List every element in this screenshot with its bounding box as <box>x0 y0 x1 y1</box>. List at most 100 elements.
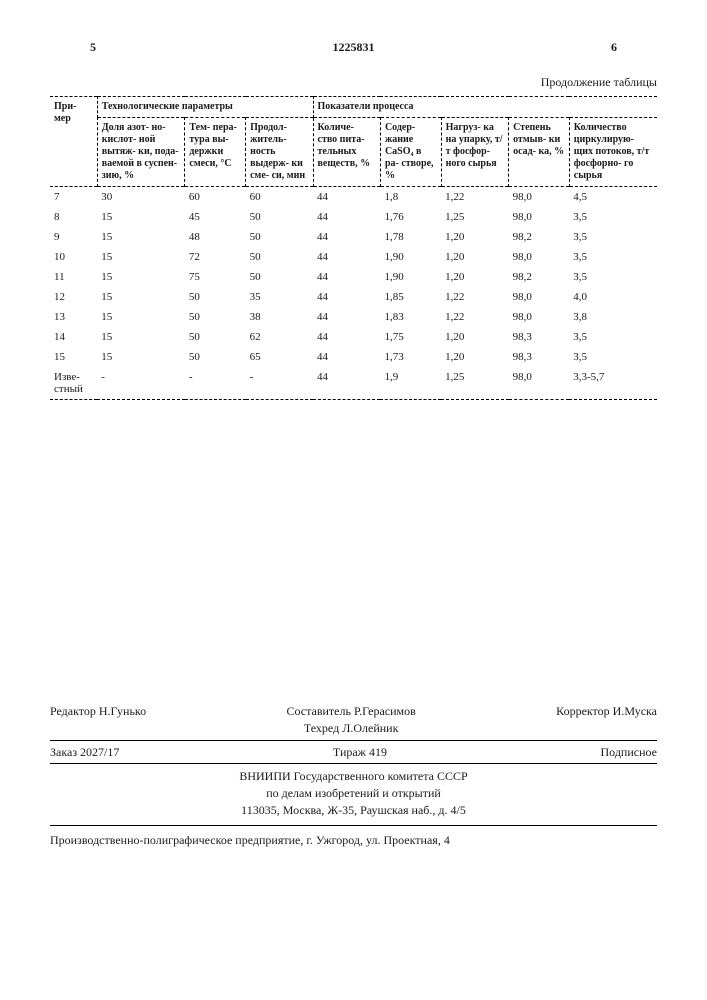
subscr: Подписное <box>601 744 658 761</box>
table-cell: 50 <box>246 247 313 267</box>
table-cell: 3,5 <box>569 207 657 227</box>
table-cell: 44 <box>313 307 380 327</box>
table-cell: 1,22 <box>441 187 508 208</box>
table-row: 9154850441,781,2098,23,5 <box>50 227 657 247</box>
table-cell: 30 <box>97 187 185 208</box>
table-cell: 12 <box>50 287 97 307</box>
table-row: 13155038441,831,2298,03,8 <box>50 307 657 327</box>
table-cell: 15 <box>97 287 185 307</box>
table-cell: 44 <box>313 207 380 227</box>
table-cell: 7 <box>50 187 97 208</box>
table-cell: 15 <box>97 227 185 247</box>
table-cell: 98,0 <box>509 287 570 307</box>
grp-proc: Показатели процесса <box>313 97 657 118</box>
table-cell: 1,20 <box>441 247 508 267</box>
table-cell: 98,0 <box>509 207 570 227</box>
col-1: Доля азот- но-кислот- ной вытяж- ки, под… <box>97 118 185 187</box>
table-cell: 15 <box>97 207 185 227</box>
table-cell: 44 <box>313 327 380 347</box>
table-cell: 13 <box>50 307 97 327</box>
table-cell: 15 <box>97 307 185 327</box>
table-cell: 15 <box>50 347 97 367</box>
table-cell: 1,25 <box>441 207 508 227</box>
table-cell: 9 <box>50 227 97 247</box>
table-cell: 15 <box>97 347 185 367</box>
col-6: Нагруз- ка на упарку, т/т фосфор- ного с… <box>441 118 508 187</box>
table-cell: 3,3-5,7 <box>569 367 657 400</box>
table-cell: 50 <box>246 227 313 247</box>
table-cell: 15 <box>97 267 185 287</box>
table-cell: 38 <box>246 307 313 327</box>
table-cell: 1,25 <box>441 367 508 400</box>
table-cell: Изве- стный <box>50 367 97 400</box>
table-cell: 98,2 <box>509 227 570 247</box>
table-cell: 48 <box>185 227 246 247</box>
table-cell: 8 <box>50 207 97 227</box>
table-body: 7306060441,81,2298,04,58154550441,761,25… <box>50 187 657 400</box>
table-cell: 1,22 <box>441 307 508 327</box>
table-cell: - <box>97 367 185 400</box>
table-cell: 1,90 <box>380 267 441 287</box>
table-cell: 1,8 <box>380 187 441 208</box>
table-cell: - <box>246 367 313 400</box>
table-cell: 4,5 <box>569 187 657 208</box>
col-example: При- мер <box>50 97 97 187</box>
table-cell: 75 <box>185 267 246 287</box>
printer-line: Производственно-полиграфическое предприя… <box>50 826 657 855</box>
table-cell: 50 <box>246 207 313 227</box>
page-num-right: 6 <box>611 40 617 55</box>
table-cell: 60 <box>185 187 246 208</box>
table-cell: 98,3 <box>509 327 570 347</box>
page-num-left: 5 <box>90 40 96 55</box>
table-cell: 11 <box>50 267 97 287</box>
table-row: 10157250441,901,2098,03,5 <box>50 247 657 267</box>
col-8: Количество циркулирую- щих потоков, т/т … <box>569 118 657 187</box>
table-cell: 60 <box>246 187 313 208</box>
grp-tech: Технологические параметры <box>97 97 313 118</box>
editor: Редактор Н.Гунько <box>50 703 146 737</box>
table-cell: 1,22 <box>441 287 508 307</box>
table-cell: 1,76 <box>380 207 441 227</box>
table-cell: 15 <box>97 247 185 267</box>
table-cell: 35 <box>246 287 313 307</box>
table-cell: 1,9 <box>380 367 441 400</box>
table-cell: 3,5 <box>569 327 657 347</box>
col-5: Содер- жание CaSO₄ в ра- створе, % <box>380 118 441 187</box>
table-cell: 98,0 <box>509 247 570 267</box>
compiler-techred: Составитель Р.Герасимов Техред Л.Олейник <box>146 703 556 737</box>
table-cell: 44 <box>313 287 380 307</box>
table-cell: 98,3 <box>509 347 570 367</box>
table-cell: 3,5 <box>569 347 657 367</box>
data-table: При- мер Технологические параметры Показ… <box>50 96 657 400</box>
col-4: Количе- ство пита- тельных веществ, % <box>313 118 380 187</box>
table-caption: Продолжение таблицы <box>50 75 657 90</box>
table-cell: 1,83 <box>380 307 441 327</box>
table-head: При- мер Технологические параметры Показ… <box>50 97 657 187</box>
table-cell: 1,20 <box>441 227 508 247</box>
table-cell: 10 <box>50 247 97 267</box>
imprint: Редактор Н.Гунько Составитель Р.Герасимо… <box>50 700 657 855</box>
table-cell: - <box>185 367 246 400</box>
table-row: 14155062441,751,2098,33,5 <box>50 327 657 347</box>
table-row: 12155035441,851,2298,04,0 <box>50 287 657 307</box>
table-cell: 1,73 <box>380 347 441 367</box>
table-cell: 98,0 <box>509 307 570 327</box>
table-cell: 3,5 <box>569 247 657 267</box>
org-block: ВНИИПИ Государственного комитета СССР по… <box>50 764 657 825</box>
order-no: Заказ 2027/17 <box>50 744 119 761</box>
table-cell: 3,5 <box>569 267 657 287</box>
table-cell: 1,90 <box>380 247 441 267</box>
doc-number: 1225831 <box>333 40 375 55</box>
table-cell: 72 <box>185 247 246 267</box>
table-cell: 4,0 <box>569 287 657 307</box>
table-cell: 50 <box>246 267 313 287</box>
tirazh: Тираж 419 <box>119 744 600 761</box>
corrector: Корректор И.Муска <box>556 703 657 737</box>
table-cell: 44 <box>313 247 380 267</box>
table-cell: 44 <box>313 267 380 287</box>
table-cell: 50 <box>185 347 246 367</box>
table-cell: 1,75 <box>380 327 441 347</box>
table-cell: 1,20 <box>441 327 508 347</box>
table-cell: 3,8 <box>569 307 657 327</box>
table-cell: 50 <box>185 287 246 307</box>
